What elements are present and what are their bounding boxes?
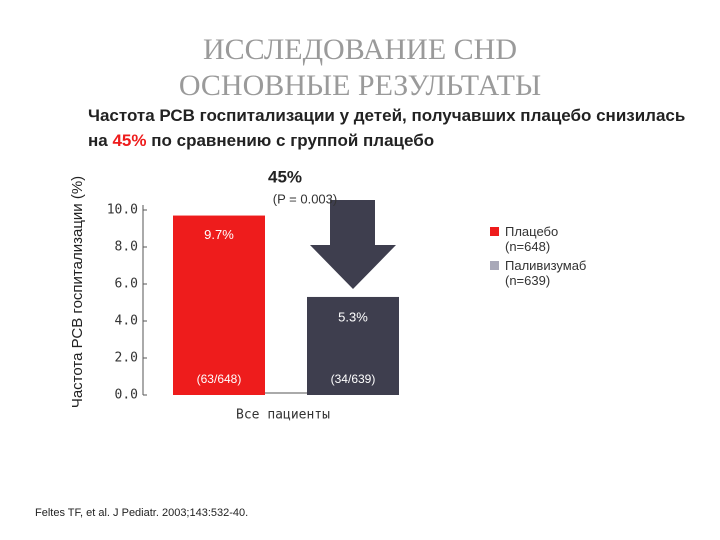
y-axis-label: Частота РСВ госпитализации (%) <box>69 176 86 408</box>
p-value: (P = 0.003) <box>273 191 337 206</box>
x-axis-label: Все пациенты <box>236 408 330 423</box>
bar <box>173 215 265 395</box>
subtitle-highlight: 45% <box>112 131 147 150</box>
title-line: ОСНОВНЫЕ РЕЗУЛЬТАТЫ <box>179 69 541 102</box>
subtitle: Частота РСВ госпитализации у детей, полу… <box>88 103 708 153</box>
annotation: 45% <box>268 167 302 186</box>
subtitle-text: Частота РСВ госпитализации у детей, полу… <box>88 106 686 150</box>
value-label: 5.3% <box>338 309 368 324</box>
legend-label: Паливизумаб (n=639) <box>505 258 587 288</box>
legend-swatch <box>490 261 499 270</box>
y-tick-label: 8.0 <box>115 240 138 255</box>
y-tick-label: 2.0 <box>115 351 138 366</box>
subtitle-text: по сравнению с группой плацебо <box>151 131 435 150</box>
legend: Плацебо (n=648) Паливизумаб (n=639) <box>490 224 650 292</box>
legend-item: Плацебо (n=648) <box>490 224 650 254</box>
count-label: (63/648) <box>197 372 242 386</box>
title-line: ИССЛЕДОВАНИЕ CHD <box>203 33 517 66</box>
value-label: 9.7% <box>204 227 234 242</box>
bar <box>307 296 399 395</box>
legend-swatch <box>490 227 499 236</box>
count-label: (34/639) <box>331 372 376 386</box>
y-tick-label: 10.0 <box>107 203 138 218</box>
decrease-arrow <box>310 200 396 289</box>
legend-item: Паливизумаб (n=639) <box>490 258 650 288</box>
y-tick-label: 6.0 <box>115 277 138 292</box>
source: Feltes TF, et al. J Pediatr. 2003;143:53… <box>35 507 248 519</box>
y-tick-label: 4.0 <box>115 314 138 329</box>
y-tick-label: 0.0 <box>115 388 138 403</box>
legend-label: Плацебо (n=648) <box>505 224 559 254</box>
